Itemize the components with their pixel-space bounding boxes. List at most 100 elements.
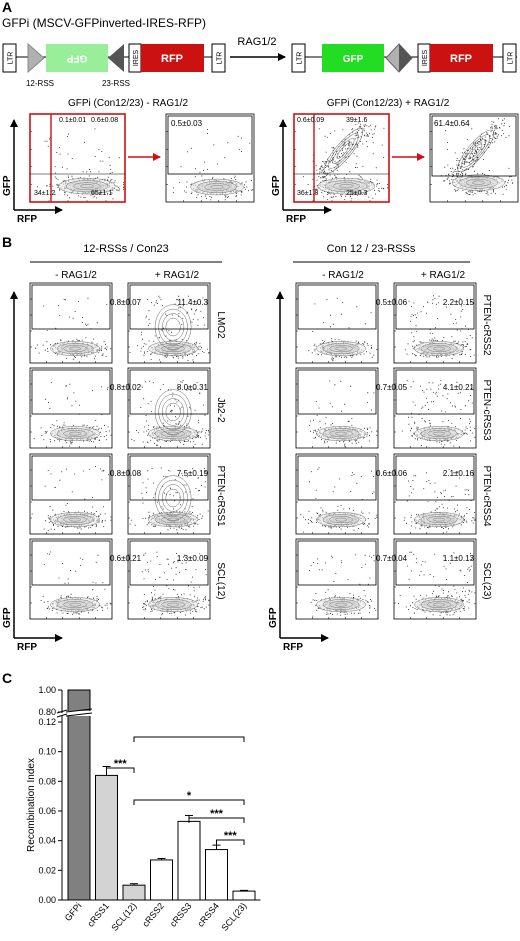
c-ytick-label: 0.00 [38, 895, 56, 905]
c-ytick-label: 0.10 [38, 747, 56, 757]
flow-left-title: GFPi (Con12/23) - RAG1/2 [68, 98, 188, 109]
gate-box [395, 455, 475, 501]
gate-box [297, 540, 377, 586]
c-ytick-label: 0.06 [38, 806, 56, 816]
row-label-right-1: PTEN-cRSS2 [481, 294, 492, 356]
x-axis-label-a-left: RFP [17, 214, 37, 225]
gate-box [297, 455, 377, 501]
flow-plot-b-right-1-plus [393, 282, 477, 364]
flow-plot-a-left-gated [165, 113, 255, 203]
gate-box [129, 455, 209, 501]
gate-box [31, 284, 111, 330]
c-ytick-label: 0.04 [38, 836, 56, 846]
c-category-label: SCL(23) [219, 901, 248, 933]
flow-plot-b-left-2-minus [29, 367, 113, 449]
flow-right-q-tl: 0.6±0.09 [297, 117, 324, 124]
significance-label: *** [224, 830, 238, 842]
val-left-2-plus: 8.0±0.31 [177, 383, 209, 392]
c-category-label: cRSS1 [85, 901, 111, 929]
rss12-triangle [27, 42, 45, 74]
bar-scl23 [232, 890, 256, 901]
panel-c: C Recombination Index 0.00 0.02 0.04 0.06 0.… [2, 670, 261, 933]
flow-plot-b-right-4-plus [393, 538, 477, 620]
gfp-box [322, 44, 384, 72]
val-right-1-minus: 0.5±0.06 [376, 298, 408, 307]
x-axis-label-b-right: RFP [283, 642, 303, 653]
flow-plot-a-right [293, 113, 390, 203]
c-category-label: cRSS3 [168, 901, 194, 929]
flow-plot-b-right-4-minus [295, 538, 379, 620]
rss23-label: 23-RSS [102, 79, 130, 88]
ltr-left-box-after [291, 43, 306, 73]
flow-plot-b-left-1-plus [127, 282, 211, 364]
gfp-inverted-box [46, 44, 108, 72]
bar-scl12 [122, 884, 146, 901]
ltr-left-label: LTR [8, 52, 15, 65]
val-right-2-minus: 0.7±0.05 [376, 383, 408, 392]
flow-plot-left-gated [165, 113, 255, 203]
panel-a-title: GFPi (MSCV-GFPinverted-IRES-RFP) [2, 16, 206, 30]
flow-plot-b-left-3-plus [127, 453, 211, 535]
panel-c-letter: C [2, 670, 12, 686]
flow-plot-b-right-3-plus [393, 453, 477, 535]
flow-plot-b-left-3-minus [29, 453, 113, 535]
significance-label: * [187, 790, 192, 802]
flow-plot-b-right-1-minus [295, 282, 379, 364]
ltr-right-label-after: LTR [508, 52, 515, 65]
col-plus-right: + RAG1/2 [421, 270, 466, 281]
row-label-left-1: LMO2 [215, 311, 226, 339]
val-left-3-minus: 0.8±0.08 [110, 469, 142, 478]
row-label-left-2: Jb2-2 [215, 397, 226, 422]
gate-box [395, 369, 475, 415]
col-minus-right: - RAG1/2 [322, 270, 364, 281]
val-left-1-minus: 0.8±0.07 [110, 298, 142, 307]
flow-left-q-tr: 0.6±0.08 [91, 117, 118, 124]
val-left-4-minus: 0.6±0.21 [110, 554, 142, 563]
flow-right-gate-value: 61.4±0.64 [434, 119, 470, 128]
flow-plot-b-right-2-minus [295, 367, 379, 449]
c-ytick-label: 0.12 [38, 717, 56, 727]
val-right-3-plus: 2.1±0.16 [443, 469, 475, 478]
y-axis-label-b-left: GFP [2, 607, 13, 628]
c-ytick-label: 0.02 [38, 865, 56, 875]
flow-right-q-tr: 39±1.6 [346, 117, 367, 124]
c-category-label: cRSS2 [140, 901, 166, 929]
y-axis-label-a-left: GFP [2, 175, 13, 196]
flow-left-q-br: 65±1.1 [91, 190, 112, 197]
y-axis-label-b-right: GFP [268, 607, 279, 628]
bar-crss3 [177, 820, 201, 901]
flow-plot-left-quadrants [29, 113, 126, 203]
ires-label: IRES [133, 50, 140, 67]
significance-label: *** [210, 808, 224, 820]
gate-box [297, 284, 377, 330]
bar-crss4 [205, 849, 228, 901]
gate-box [129, 540, 209, 586]
group-left-title: 12-RSSs / Con23 [83, 243, 169, 255]
row-label-left-4: SCL(12) [215, 562, 226, 599]
flow-plot-a-right-gated [429, 113, 519, 203]
arrow-label: RAG1/2 [237, 36, 276, 48]
bar-crss1 [95, 774, 118, 901]
significance-bracket: *** [106, 758, 135, 773]
val-right-3-minus: 0.6±0.06 [376, 469, 408, 478]
ltr-left-box [2, 43, 17, 73]
panel-a-letter: A [2, 0, 12, 15]
ires-label-after: IRES [422, 50, 429, 67]
flow-left-q-tl: 0.1±0.01 [59, 117, 86, 124]
gate-box [297, 369, 377, 415]
c-category-label: SCL(12) [109, 901, 138, 933]
significance-bracket [133, 736, 245, 742]
panel-a: A GFPi (MSCV-GFPinverted-IRES-RFP) LTR G… [2, 0, 519, 225]
flow-right-q-bl: 36±1.8 [297, 190, 318, 197]
flow-plot-b-left-2-plus [127, 367, 211, 449]
recombination-index-chart: 0.00 0.02 0.04 0.06 0.08 0.10 0.120.80 1.00 GFPi… [38, 685, 261, 933]
panel-b: B 12-RSSs / Con23 Con 12 / 23-RSSs - RAG… [2, 234, 492, 653]
row-label-right-3: PTEN-cRSS4 [481, 465, 492, 527]
c-ylabel: Recombination Index [26, 758, 37, 852]
c-ytick-label: 0.80 [38, 707, 56, 717]
flow-right-title: GFPi (Con12/23) + RAG1/2 [327, 98, 450, 109]
val-left-1-plus: 11.4±0.3 [178, 298, 209, 307]
flow-plot-right-gated [429, 113, 519, 203]
significance-bracket: * [133, 790, 245, 805]
row-label-right-4: SCL(23) [481, 562, 492, 599]
